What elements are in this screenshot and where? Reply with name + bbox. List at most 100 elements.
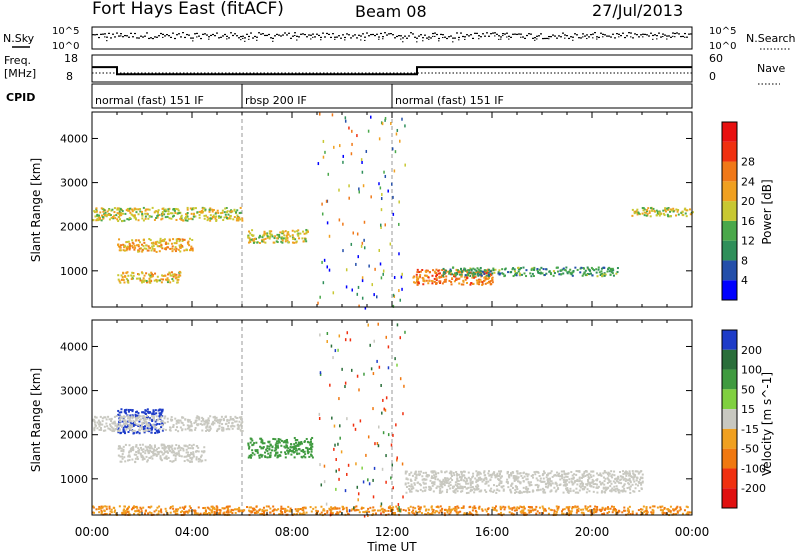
data-cell [453,485,456,488]
noise-cell [318,112,321,116]
noise-cell [392,195,394,199]
data-cell [217,216,220,219]
data-cell [213,508,216,511]
data-cell [578,485,581,488]
data-cell [458,282,461,285]
data-cell [648,211,651,214]
data-cell [589,509,592,512]
data-cell [486,277,489,280]
data-cell [551,482,554,485]
data-cell [110,508,113,511]
data-cell [567,508,570,511]
data-cell [603,512,606,515]
colorbar-swatch [722,488,737,508]
data-cell [311,445,314,448]
data-cell [148,208,151,211]
data-cell [456,478,459,481]
noise-cell [378,248,381,252]
data-cell [187,426,190,429]
data-cell [131,430,134,433]
data-cell [207,217,210,220]
data-cell [268,448,271,451]
data-cell [299,508,302,511]
data-cell [305,446,308,449]
nsky-point [338,35,340,37]
data-cell [691,211,694,214]
data-cell [131,422,134,425]
data-cell [511,268,514,271]
data-cell [473,276,476,279]
data-cell [127,410,130,413]
nsky-point [224,33,226,36]
data-cell [241,219,244,222]
nsearch-label: N.Search [746,32,796,45]
data-cell [636,213,639,216]
nsky-point [506,32,508,34]
data-cell [262,240,265,243]
data-cell [629,485,632,488]
data-cell [617,491,620,494]
nsky-point [292,35,294,37]
data-cell [436,478,439,481]
x-tick-label: 20:00 [575,525,610,539]
data-cell [150,272,153,275]
data-cell [606,512,609,515]
data-cell [218,422,221,425]
cpid-segment-label: normal (fast) 151 IF [395,94,504,107]
data-cell [635,210,638,213]
data-cell [622,484,625,487]
data-cell [249,441,252,444]
data-cell [251,507,254,510]
data-cell [135,431,138,434]
data-cell [163,213,166,216]
data-cell [450,272,453,275]
nsky-point [296,35,298,37]
data-cell [184,510,187,513]
data-cell [101,420,104,423]
data-cell [664,207,667,210]
data-cell [463,474,466,477]
data-cell [414,507,417,510]
noise-cell [350,242,353,246]
data-cell [576,268,579,271]
data-cell [601,513,604,516]
data-cell [155,243,158,246]
data-cell [259,513,262,516]
data-cell [156,453,159,456]
data-cell [326,510,329,513]
data-cell [136,416,139,419]
data-cell [493,489,496,492]
data-cell [576,510,579,513]
data-cell [235,417,238,420]
data-cell [551,475,554,478]
data-cell [634,474,637,477]
data-cell [587,478,590,481]
nsearch-point [344,39,346,41]
data-cell [159,455,162,458]
data-cell [153,248,156,251]
data-cell [135,415,138,418]
nsky-point [294,32,296,34]
data-cell [175,452,178,455]
data-cell [583,267,586,270]
data-cell [686,511,689,514]
data-cell [226,509,229,512]
data-cell [131,210,134,213]
data-cell [493,472,496,475]
noise-cell [385,480,387,484]
data-cell [533,508,536,511]
data-cell [642,209,645,212]
data-cell [656,506,659,509]
data-cell [496,472,499,475]
data-cell [262,447,265,450]
data-cell [448,472,451,475]
data-cell [442,267,445,270]
data-cell [309,438,312,441]
data-cell [608,270,611,273]
data-cell [177,248,180,251]
data-cell [120,244,123,247]
data-cell [293,445,296,448]
nsky-point [218,37,220,39]
data-cell [564,269,567,272]
